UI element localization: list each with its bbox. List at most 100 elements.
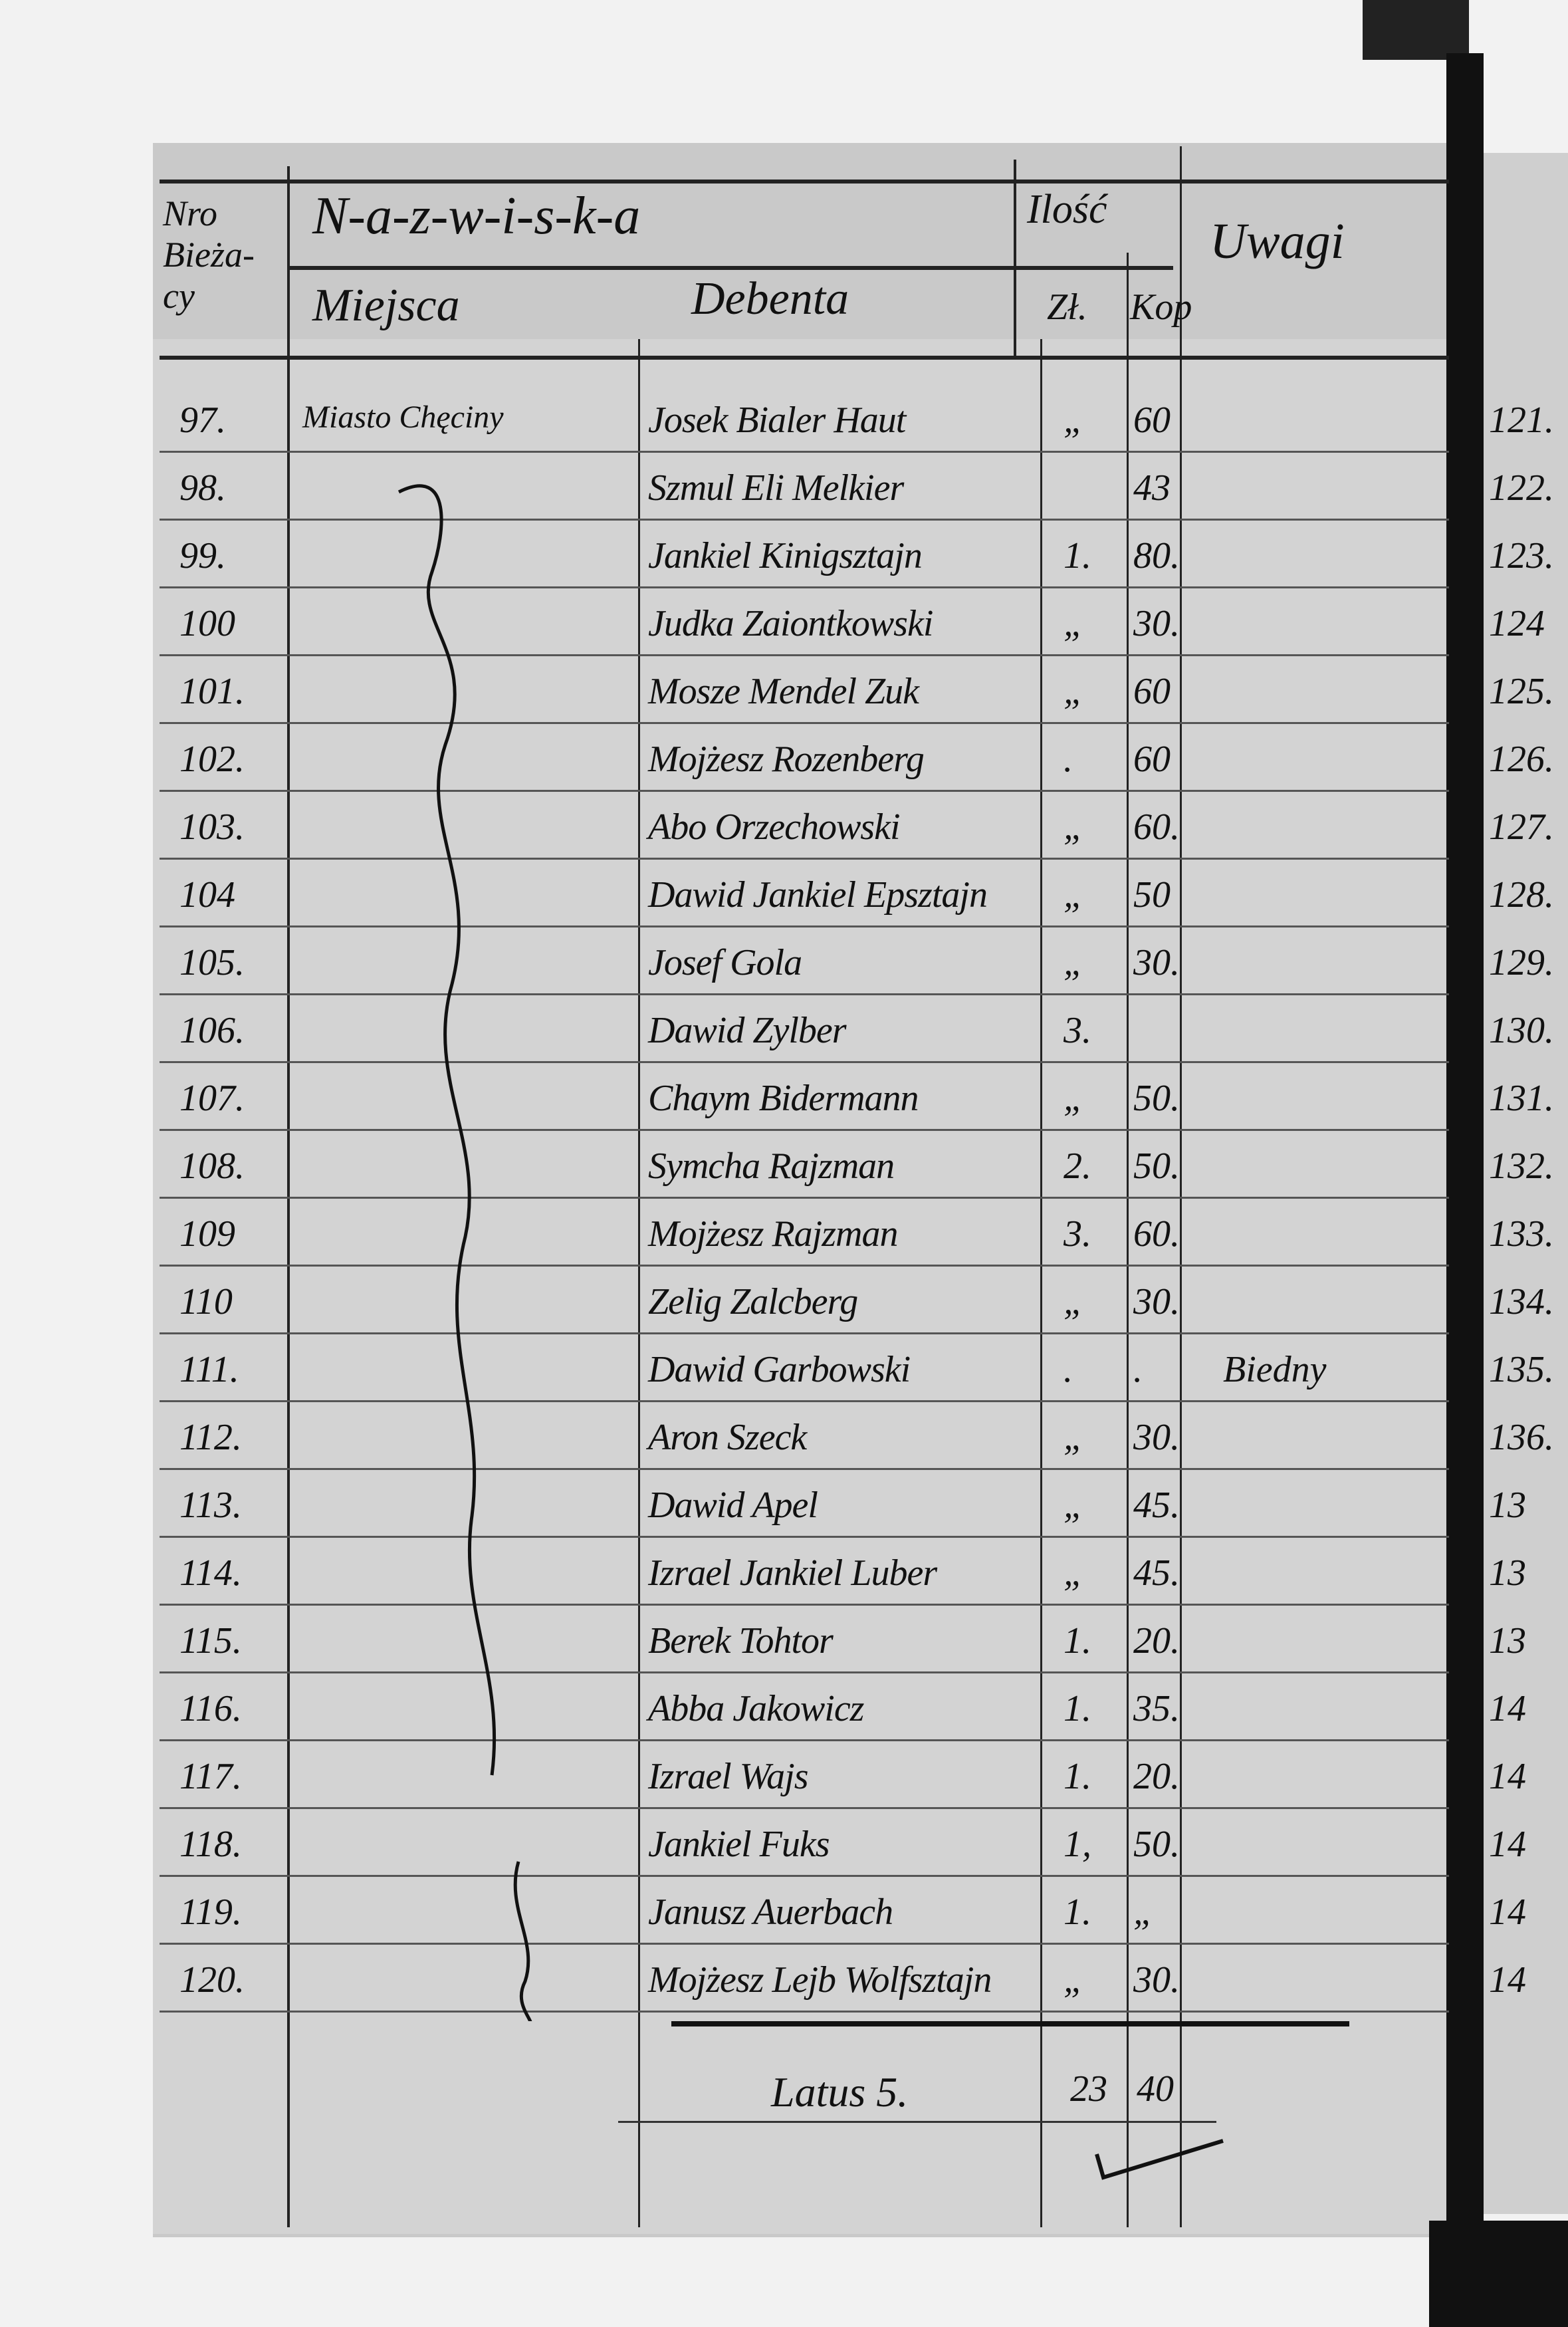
row-rule xyxy=(160,1400,1449,1402)
row-debtor: Aron Szeck xyxy=(648,1417,807,1458)
header-number: Nro Bieża-cy xyxy=(163,193,255,316)
header-debtor: Debenta xyxy=(691,273,849,324)
row-zl: „ xyxy=(1064,1417,1085,1458)
row-rule xyxy=(160,1197,1449,1199)
row-number: 100 xyxy=(179,603,235,644)
row-number: 102. xyxy=(179,739,245,780)
row-number: 107. xyxy=(179,1078,245,1119)
row-gr: 45. xyxy=(1133,1552,1180,1594)
row-number: 105. xyxy=(179,942,245,983)
row-rule xyxy=(160,1265,1449,1267)
row-rule xyxy=(160,1129,1449,1131)
row-note: Biedny xyxy=(1223,1349,1327,1390)
next-page-row-number: 122. xyxy=(1489,467,1554,509)
row-number: 97. xyxy=(179,400,226,441)
row-zl: „ xyxy=(1064,603,1085,644)
row-rule xyxy=(160,1061,1449,1063)
total-gr: 40 xyxy=(1137,2068,1174,2110)
row-gr: 30. xyxy=(1133,603,1180,644)
row-debtor: Josek Bialer Haut xyxy=(648,400,906,441)
row-zl: 1. xyxy=(1064,535,1091,576)
row-rule xyxy=(160,1671,1449,1673)
row-gr: . xyxy=(1133,1349,1143,1390)
row-debtor: Chaym Bidermann xyxy=(648,1078,919,1119)
row-rule xyxy=(160,925,1449,927)
header-gr: Kop xyxy=(1130,287,1192,328)
row-rule xyxy=(160,1739,1449,1741)
total-label: Latus 5. xyxy=(771,2068,909,2116)
row-debtor: Mojżesz Lejb Wolfsztajn xyxy=(648,1959,992,2001)
header-place: Miejsca xyxy=(312,280,460,331)
row-debtor: Dawid Apel xyxy=(648,1485,818,1526)
next-page-row-number: 13 xyxy=(1489,1485,1526,1526)
page-gutter xyxy=(1446,53,1484,2327)
header-bottom-rule xyxy=(160,356,1449,360)
column-divider xyxy=(1014,160,1016,359)
row-gr: 60 xyxy=(1133,400,1171,441)
row-debtor: Abba Jakowicz xyxy=(648,1688,864,1729)
row-gr: 20. xyxy=(1133,1756,1180,1797)
row-zl: 3. xyxy=(1064,1010,1091,1051)
row-number: 106. xyxy=(179,1010,245,1051)
row-number: 110 xyxy=(179,1281,233,1322)
row-gr: 35. xyxy=(1133,1688,1180,1729)
next-page-row-number: 124 xyxy=(1489,603,1545,644)
next-page-row-number: 14 xyxy=(1489,1892,1526,1933)
total-zl: 23 xyxy=(1070,2068,1107,2110)
row-rule xyxy=(160,790,1449,792)
row-debtor: Dawid Garbowski xyxy=(648,1349,911,1390)
row-number: 104 xyxy=(179,874,235,916)
row-debtor: Mosze Mendel Zuk xyxy=(648,671,919,712)
row-rule xyxy=(160,1943,1449,1945)
row-number: 113. xyxy=(179,1485,242,1526)
row-gr: 60. xyxy=(1133,806,1180,848)
next-page-row-number: 125. xyxy=(1489,671,1554,712)
row-debtor: Izrael Wajs xyxy=(648,1756,809,1797)
row-rule xyxy=(160,654,1449,656)
row-zl: 1, xyxy=(1064,1824,1091,1865)
header-notes: Uwagi xyxy=(1210,213,1345,269)
next-page-strip xyxy=(1484,153,1568,2214)
row-rule xyxy=(160,2011,1449,2013)
row-debtor: Berek Tohtor xyxy=(648,1620,834,1661)
header-top-rule xyxy=(160,180,1449,184)
next-page-row-number: 14 xyxy=(1489,1756,1526,1797)
row-zl: „ xyxy=(1064,1552,1085,1594)
total-rule xyxy=(671,2021,1349,2026)
row-number: 117. xyxy=(179,1756,242,1797)
row-debtor: Judka Zaiontkowski xyxy=(648,603,933,644)
next-page-row-number: 130. xyxy=(1489,1010,1554,1051)
row-gr: 60 xyxy=(1133,739,1171,780)
row-zl: 3. xyxy=(1064,1213,1091,1255)
row-number: 99. xyxy=(179,535,226,576)
row-rule xyxy=(160,858,1449,860)
header-mid-rule xyxy=(289,266,1173,270)
row-debtor: Abo Orzechowski xyxy=(648,806,901,848)
row-number: 109 xyxy=(179,1213,235,1255)
row-number: 112. xyxy=(179,1417,242,1458)
next-page-row-number: 134. xyxy=(1489,1281,1554,1322)
next-page-row-number: 131. xyxy=(1489,1078,1554,1119)
row-number: 103. xyxy=(179,806,245,848)
row-zl: 1. xyxy=(1064,1892,1091,1933)
row-rule xyxy=(160,451,1449,453)
row-number: 101. xyxy=(179,671,245,712)
row-debtor: Szmul Eli Melkier xyxy=(648,467,904,509)
row-zl: 1. xyxy=(1064,1756,1091,1797)
row-zl: „ xyxy=(1064,671,1085,712)
row-debtor: Jankiel Kinigsztajn xyxy=(648,535,923,576)
row-debtor: Symcha Rajzman xyxy=(648,1146,895,1187)
row-rule xyxy=(160,586,1449,588)
next-page-row-number: 126. xyxy=(1489,739,1554,780)
row-zl: „ xyxy=(1064,1485,1085,1526)
row-zl: . xyxy=(1064,1349,1073,1390)
row-rule xyxy=(160,1604,1449,1606)
row-gr: 50. xyxy=(1133,1078,1180,1119)
row-rule xyxy=(160,1332,1449,1334)
row-number: 116. xyxy=(179,1688,242,1729)
next-page-row-number: 13 xyxy=(1489,1620,1526,1661)
column-divider xyxy=(638,339,640,2227)
row-zl: „ xyxy=(1064,1959,1085,2001)
row-gr: 30. xyxy=(1133,1417,1180,1458)
row-gr: 45. xyxy=(1133,1485,1180,1526)
